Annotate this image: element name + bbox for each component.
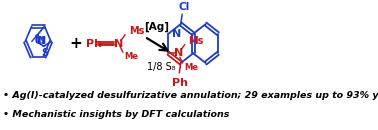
Text: S: S — [41, 48, 48, 58]
Text: Ms: Ms — [189, 36, 204, 46]
Text: Cl: Cl — [178, 2, 189, 12]
Text: N: N — [174, 48, 183, 58]
Text: N: N — [172, 29, 181, 39]
Text: N: N — [37, 36, 45, 46]
Text: Cl: Cl — [35, 36, 45, 46]
Text: • Mechanistic insights by DFT calculations: • Mechanistic insights by DFT calculatio… — [3, 110, 229, 119]
Text: Ph: Ph — [172, 77, 188, 87]
Text: Me: Me — [184, 63, 198, 72]
Text: 1/8 S₈: 1/8 S₈ — [147, 62, 176, 72]
Text: Ph: Ph — [85, 39, 102, 48]
Text: Me: Me — [124, 52, 138, 61]
Text: +: + — [70, 36, 82, 51]
Text: • Ag(I)-catalyzed desulfurizative annulation; 29 examples up to 93% yield: • Ag(I)-catalyzed desulfurizative annula… — [3, 91, 378, 100]
Text: [Ag]: [Ag] — [144, 22, 169, 32]
Text: N: N — [114, 39, 123, 48]
Text: Ms: Ms — [129, 26, 144, 36]
